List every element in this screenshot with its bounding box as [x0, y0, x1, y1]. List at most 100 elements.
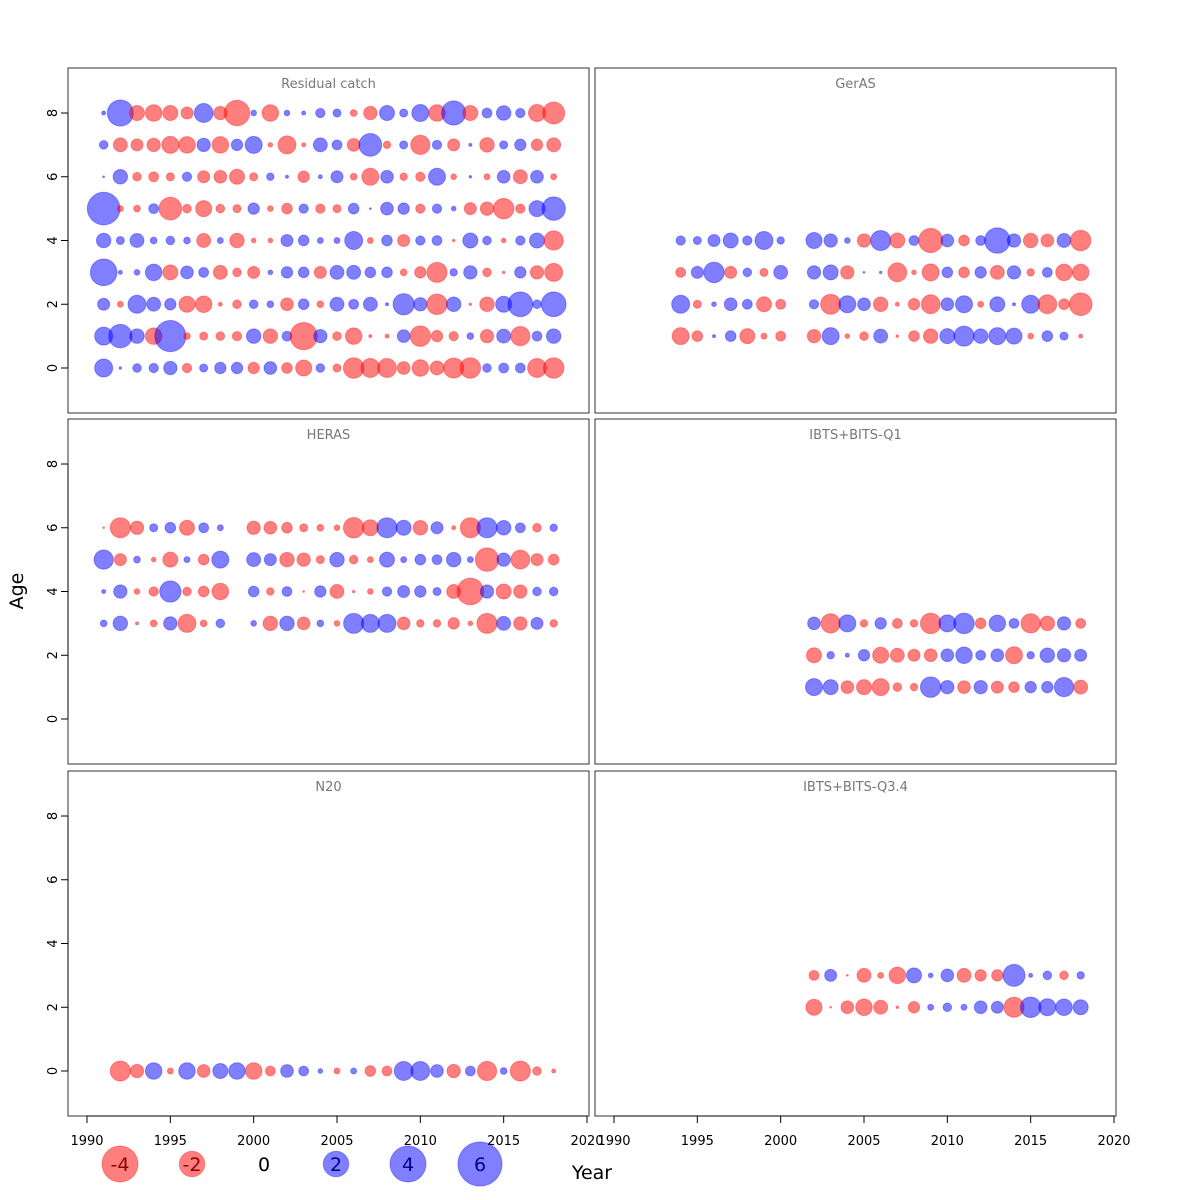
- bubble-age1-2012: [973, 679, 988, 695]
- bubble-age2-2018: [1074, 648, 1088, 662]
- bubble-age3-2006: [343, 612, 365, 634]
- bubble-age3-1994: [675, 266, 687, 278]
- bubble-age5-1995: [158, 196, 183, 221]
- bubble-age4-2004: [843, 237, 851, 244]
- bubble-age0-1991: [94, 358, 114, 378]
- bubble-age4-2011: [432, 586, 442, 597]
- bubble-age6-2017: [530, 169, 544, 184]
- bubble-age6-1996: [181, 171, 193, 182]
- bubble-age6-2018: [550, 173, 558, 181]
- bubble-age6-2016: [512, 169, 528, 185]
- bubble-age6-1996: [178, 519, 196, 536]
- panel-frame: [594, 67, 1117, 414]
- bubble-age4-1991: [101, 588, 107, 595]
- bubble-age4-1994: [149, 236, 158, 245]
- bubble-age5-1994: [150, 556, 157, 563]
- bubble-age4-2011: [431, 235, 443, 246]
- bubble-age0-2013: [464, 1065, 476, 1077]
- bubble-age2-2005: [857, 297, 871, 312]
- bubble-age2-2006: [873, 999, 889, 1015]
- bubble-age3-2004: [840, 265, 855, 280]
- bubble-age3-2012: [974, 617, 987, 630]
- bubble-age3-2002: [280, 266, 294, 279]
- bubble-age3-2016: [1042, 970, 1053, 981]
- bubble-age3-1997: [724, 265, 738, 279]
- bubble-age3-2003: [297, 266, 310, 279]
- bubble-age3-2009: [927, 972, 934, 979]
- bubble-age1-2000: [775, 330, 787, 342]
- bubble-age1-2011: [957, 680, 971, 694]
- bubble-age5-1998: [215, 203, 226, 214]
- bubble-age1-2007: [892, 682, 903, 692]
- bubble-age8-2005: [332, 108, 342, 118]
- bubble-age1-2010: [940, 679, 955, 695]
- legend-bubble: [178, 1150, 206, 1178]
- bubble-age3-2005: [856, 967, 872, 983]
- bubble-age2-1996: [178, 295, 196, 313]
- bubble-age0-1992: [118, 366, 123, 370]
- bubble-age3-2010: [414, 266, 427, 279]
- bubble-age1-2001: [262, 328, 279, 344]
- bubble-age4-2000: [250, 237, 257, 244]
- bubble-age4-1992: [113, 584, 128, 599]
- bubble-age2-1999: [755, 296, 773, 313]
- bubble-age8-1996: [180, 106, 194, 120]
- panels: Residual catch 0 2 4 6 8 GerAS HERAS 0 2 4 6 8 IBTS+B…: [46, 67, 1131, 1149]
- bubble-age6-2002: [284, 174, 290, 179]
- panel-frame: [67, 770, 590, 1117]
- bubble-age1-2011: [953, 325, 975, 347]
- bubble-age3-1996: [703, 261, 725, 284]
- x-tick-label: 2000: [764, 1134, 797, 1149]
- bubble-age3-2015: [496, 615, 512, 631]
- x-tick-label: 1990: [597, 1134, 630, 1149]
- bubble-age2-2009: [927, 1003, 935, 1011]
- legend-label: 2: [330, 1154, 342, 1176]
- bubble-age6-2007: [361, 167, 380, 186]
- bubble-age3-2011: [953, 612, 975, 635]
- bubble-age0-2003: [298, 1065, 310, 1077]
- bubble-age4-1994: [148, 586, 159, 597]
- panel-geras: GerAS: [594, 67, 1117, 414]
- bubble-age0-2000: [247, 361, 260, 375]
- bubble-age1-2010: [939, 328, 956, 345]
- bubble-age1-2017: [531, 330, 543, 342]
- bubble-age5-1997: [195, 200, 213, 218]
- bubble-age3-1996: [177, 613, 197, 633]
- bubble-age1-1993: [129, 328, 145, 344]
- bubble-age2-2004: [316, 300, 325, 309]
- bubble-age5-2006: [347, 202, 360, 215]
- bubble-age3-1997: [198, 266, 210, 278]
- bubble-age3-2002: [806, 265, 822, 280]
- bubble-age2-1998: [741, 298, 753, 310]
- panel-frame: [594, 418, 1117, 765]
- bubble-age3-2013: [991, 969, 1004, 982]
- bubble-age4-2011: [958, 234, 970, 247]
- bubble-age3-2002: [807, 616, 821, 631]
- bubble-age3-2011: [432, 619, 442, 628]
- bubble-age1-1996: [183, 332, 191, 340]
- bubble-age2-2013: [989, 296, 1006, 313]
- bubble-age0-2015: [499, 1067, 508, 1075]
- bubble-age1-2012: [448, 330, 459, 342]
- bubble-age3-2015: [501, 270, 506, 275]
- bubble-age2-2000: [775, 298, 787, 310]
- bubble-age6-2015: [495, 519, 512, 536]
- x-tick-label: 2015: [1014, 1134, 1047, 1149]
- bubble-age5-2010: [414, 553, 427, 566]
- bubble-age4-2000: [776, 236, 785, 245]
- bubble-age3-2015: [1026, 268, 1035, 277]
- bubble-age3-2015: [1028, 972, 1034, 978]
- bubble-age7-1995: [161, 135, 180, 154]
- bubble-age4-2018: [1069, 229, 1092, 252]
- bubble-age5-2012: [450, 205, 457, 212]
- bubble-age1-2007: [368, 334, 373, 339]
- bubble-age5-2006: [348, 554, 359, 565]
- bubble-age5-2002: [279, 551, 295, 568]
- bubble-age1-2015: [1024, 680, 1037, 694]
- bubble-age7-2014: [479, 137, 495, 153]
- bubble-age0-1997: [196, 1064, 211, 1078]
- bubble-age6-2003: [297, 170, 310, 183]
- bubble-age2-2016: [1039, 647, 1056, 664]
- bubble-age7-2002: [277, 135, 297, 155]
- bubble-age2-2011: [954, 295, 974, 314]
